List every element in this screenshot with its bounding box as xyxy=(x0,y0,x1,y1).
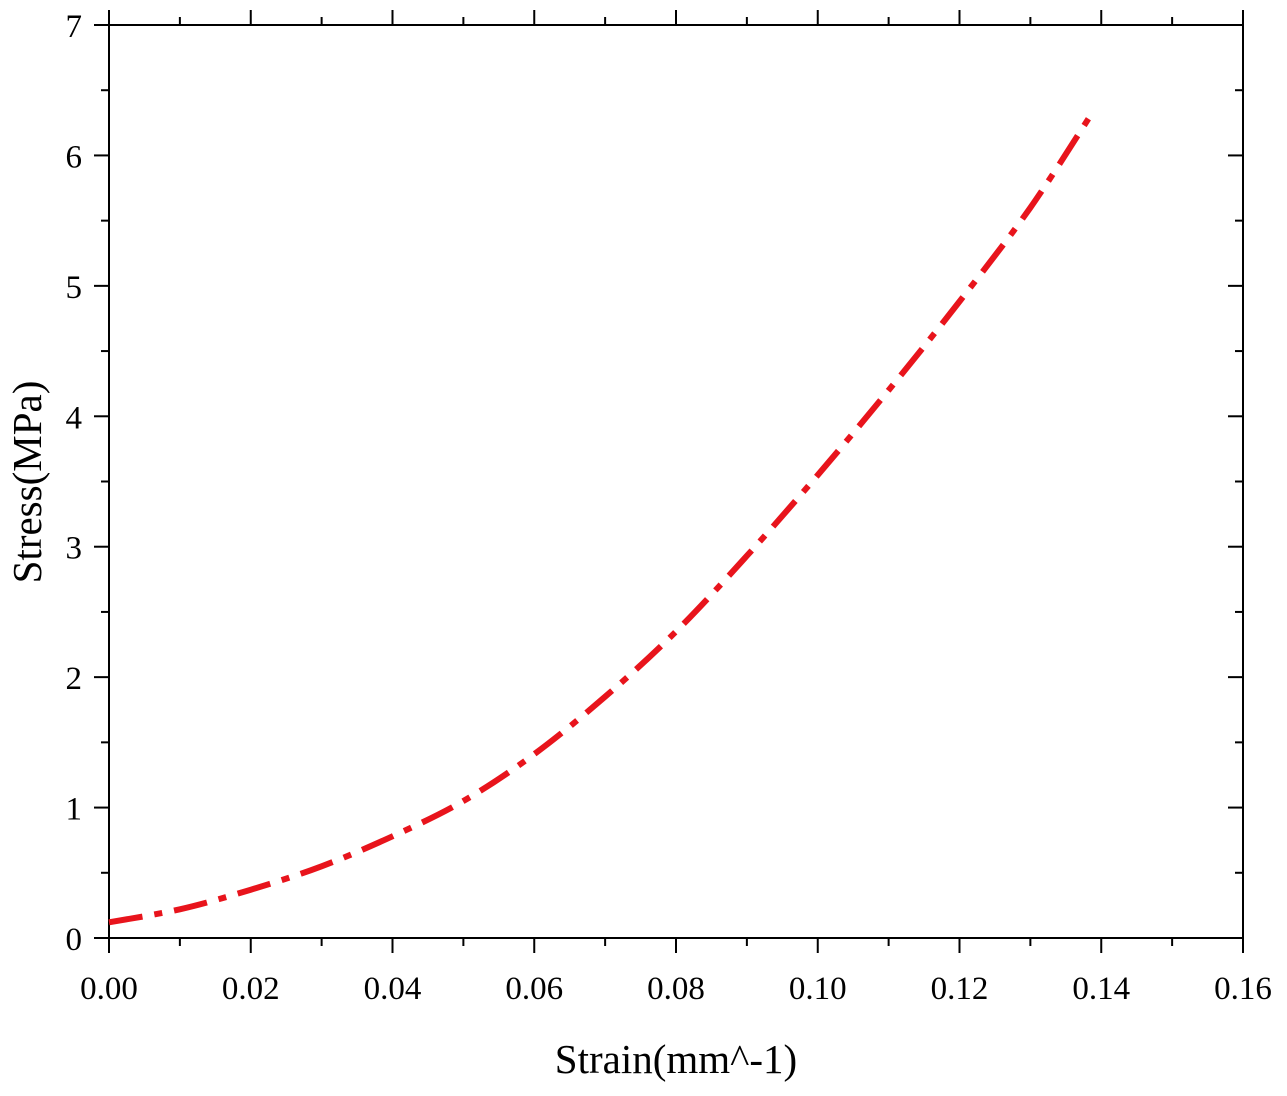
y-tick-label: 1 xyxy=(66,792,83,828)
y-tick-label: 2 xyxy=(66,661,83,697)
y-tick-label: 3 xyxy=(66,531,83,567)
x-tick-label: 0.04 xyxy=(364,971,422,1007)
y-tick-label: 6 xyxy=(66,139,83,175)
y-axis-title: Stress(MPa) xyxy=(4,381,50,584)
x-tick-label: 0.14 xyxy=(1072,971,1130,1007)
x-tick-label: 0.02 xyxy=(222,971,280,1007)
series-layer xyxy=(108,108,1097,926)
axis-ticks xyxy=(94,10,1244,953)
plot-frame xyxy=(108,24,1244,939)
y-tick-label: 7 xyxy=(66,9,83,45)
x-tick-label: 0.10 xyxy=(789,971,847,1007)
x-tick-label: 0.12 xyxy=(931,971,989,1007)
y-tick-label: 5 xyxy=(66,270,83,306)
x-tick-label: 0.16 xyxy=(1214,971,1272,1007)
plot-border xyxy=(108,24,1244,939)
y-tick-label: 0 xyxy=(66,922,83,958)
y-tick-label: 4 xyxy=(66,400,83,436)
x-tick-label: 0.08 xyxy=(647,971,705,1007)
x-axis-title: Strain(mm^-1) xyxy=(555,1036,797,1082)
stress-strain-line xyxy=(108,108,1097,926)
x-tick-label: 0.00 xyxy=(80,971,138,1007)
x-tick-label: 0.06 xyxy=(505,971,563,1007)
tick-labels: 0.00 0.02 0.04 0.06 0.08 0.10 0.12 0.14 0.16 0 1 2 3… xyxy=(66,9,1272,1007)
